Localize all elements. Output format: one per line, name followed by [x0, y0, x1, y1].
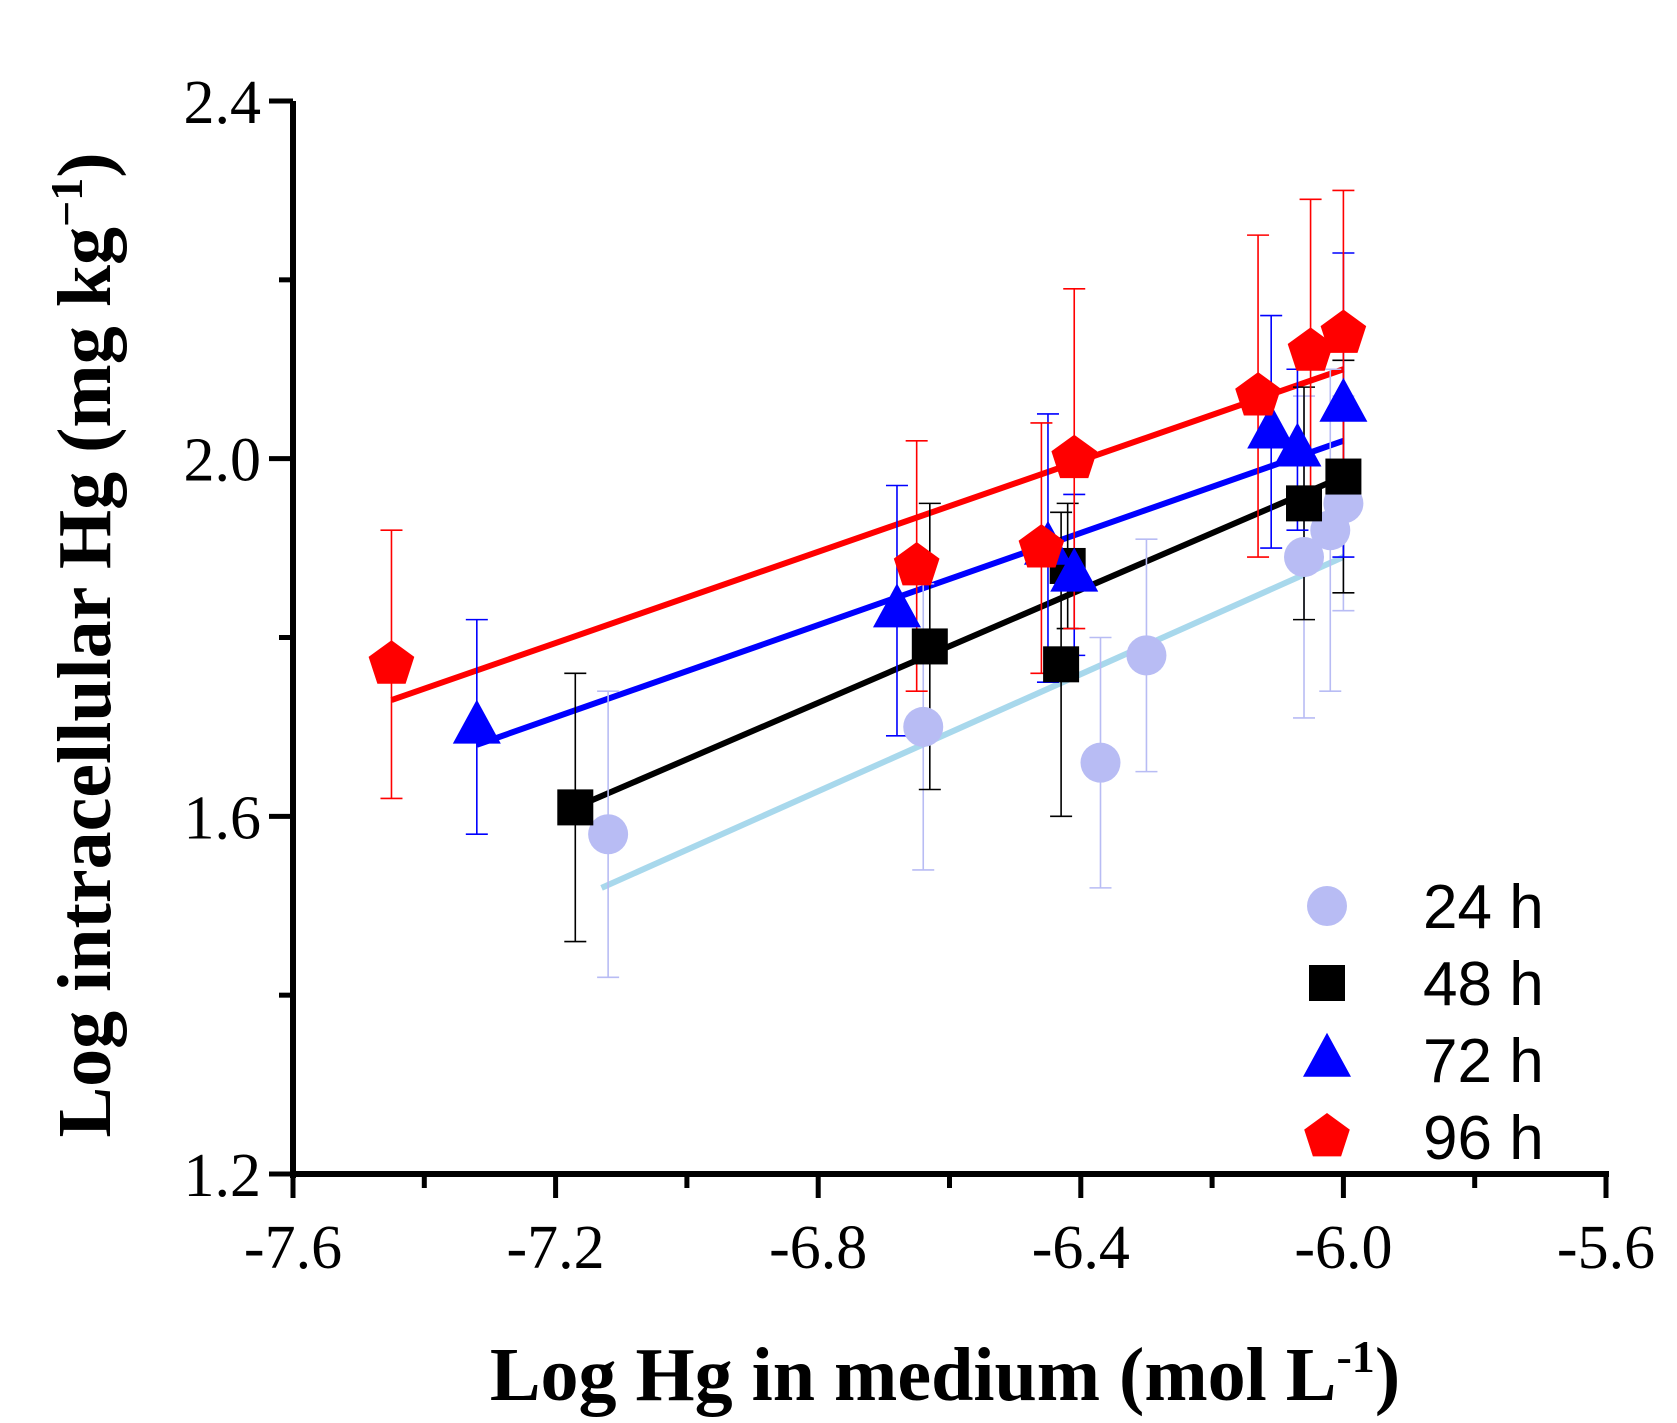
data-point-24h [903, 706, 944, 747]
axes-group: 1.2 1.6 2.0 2.4 -7.6 -7.2 -6.8 -6.4 -6.0 -5.6 [184, 69, 1656, 1282]
data-point-24h [1126, 635, 1167, 676]
error-bars-group [380, 189, 1355, 979]
legend-marker-96h [1304, 1113, 1350, 1157]
data-point-48h [1043, 646, 1080, 683]
markers-group [368, 309, 1368, 855]
data-point-96h [368, 640, 415, 684]
y-tick-label: 1.2 [184, 1142, 262, 1210]
legend-marker-72h [1303, 1032, 1351, 1077]
data-point-72h [452, 699, 501, 744]
data-point-48h [557, 789, 594, 826]
legend-marker-48h [1309, 965, 1345, 1001]
data-point-24h [588, 814, 629, 855]
data-point-96h [1287, 327, 1334, 371]
legend-label-72h: 72 h [1423, 1027, 1544, 1096]
data-point-72h [1247, 404, 1296, 449]
data-point-96h [893, 542, 940, 586]
data-point-48h [1325, 458, 1362, 495]
data-point-24h [1284, 537, 1325, 578]
legend-label-48h: 48 h [1423, 950, 1544, 1019]
x-tick-label: -6.8 [769, 1214, 867, 1282]
data-point-24h [1080, 742, 1121, 783]
data-point-96h [1320, 309, 1367, 353]
legend: 24 h 48 h 72 h 96 h [1303, 873, 1544, 1173]
data-point-96h [1018, 524, 1065, 568]
fit-line-48h [574, 473, 1345, 811]
legend-label-24h: 24 h [1423, 873, 1544, 942]
x-tick-label: -5.6 [1557, 1214, 1655, 1282]
data-point-48h [911, 628, 948, 665]
data-point-72h [872, 583, 921, 628]
y-tick-label: 1.6 [184, 784, 262, 852]
data-point-48h [1286, 485, 1323, 522]
x-tick-label: -7.2 [507, 1214, 605, 1282]
data-point-96h [1051, 434, 1098, 479]
data-point-72h [1273, 422, 1322, 467]
y-axis-title: Log intracellular Hg (mg kg−1) [41, 152, 127, 1137]
data-point-96h [1235, 372, 1281, 416]
x-tick-label: -6.4 [1032, 1214, 1130, 1282]
fit-line-24h [600, 554, 1345, 891]
x-tick-label: -7.6 [244, 1214, 342, 1282]
data-point-72h [1319, 377, 1368, 422]
fit-line-72h [475, 437, 1345, 748]
fit-line-96h [390, 366, 1345, 703]
x-tick-label: -6.0 [1294, 1214, 1392, 1282]
data-point-72h [1050, 547, 1099, 592]
x-axis-title: Log Hg in medium (mol L-1) [490, 1331, 1400, 1417]
y-tick-label: 2.4 [184, 69, 262, 137]
y-tick-label: 2.0 [184, 427, 262, 495]
fit-lines-group [390, 366, 1345, 891]
legend-marker-24h [1307, 886, 1347, 926]
legend-label-96h: 96 h [1423, 1104, 1544, 1173]
